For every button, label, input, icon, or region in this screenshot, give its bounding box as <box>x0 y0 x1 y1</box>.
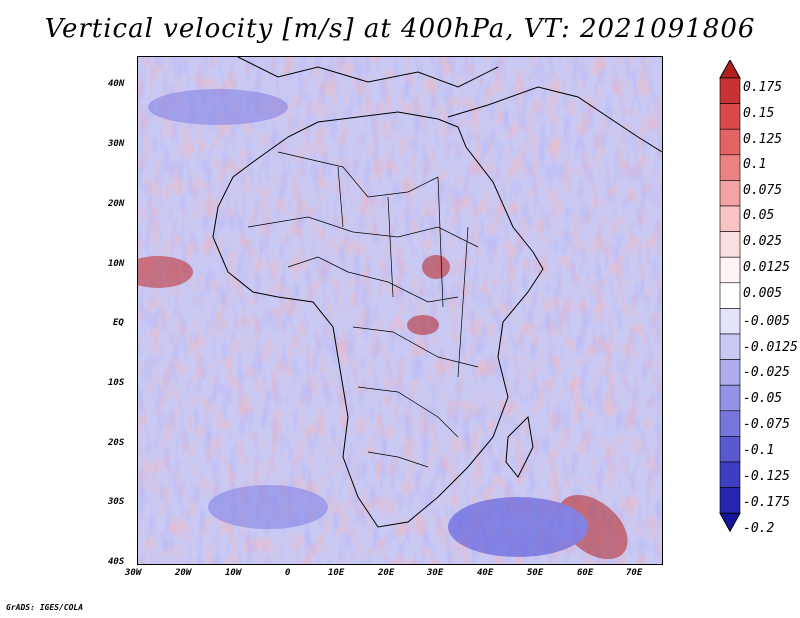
lon-tick-label: 0 <box>285 568 291 578</box>
colorbar-label: -0.175 <box>743 495 790 510</box>
lon-tick-label: 20E <box>378 568 395 578</box>
lat-tick-label: 40S <box>108 557 125 567</box>
colorbar-swatch <box>719 77 741 104</box>
colorbar-swatch <box>719 333 741 360</box>
lon-tick-label: 40E <box>477 568 494 578</box>
colorbar-swatch <box>719 308 741 335</box>
colorbar-cap-top <box>719 60 741 79</box>
lat-tick-label: 40N <box>108 79 125 89</box>
colorbar-label: 0.05 <box>743 208 775 223</box>
colorbar-label: 0.1 <box>743 157 767 172</box>
lat-tick-label: 10S <box>108 378 125 388</box>
grads-credit: GrADS: IGES/COLA <box>6 603 84 612</box>
lon-tick-label: 70E <box>626 568 643 578</box>
map-panel <box>137 56 663 565</box>
colorbar-swatch <box>719 384 741 412</box>
lon-tick-label: 20W <box>175 568 192 578</box>
colorbar-swatch <box>719 180 741 207</box>
colorbar-swatch <box>719 410 741 437</box>
colorbar-label: 0.175 <box>743 80 783 95</box>
colorbar-swatch <box>719 154 741 181</box>
colorbar-label: -0.025 <box>743 365 790 380</box>
lon-tick-label: 10W <box>225 568 242 578</box>
colorbar-swatch <box>719 282 741 309</box>
lon-tick-label: 50E <box>527 568 544 578</box>
colorbar-label: -0.1 <box>743 443 775 458</box>
colorbar-label: 0.005 <box>743 286 783 301</box>
lat-tick-label: 20S <box>108 438 125 448</box>
lon-tick-label: 10E <box>328 568 345 578</box>
colorbar-label: 0.15 <box>743 106 775 121</box>
colorbar-label: 0.125 <box>743 132 783 147</box>
colorbar-label: 0.0125 <box>743 260 790 275</box>
colorbar-swatch <box>719 205 741 232</box>
lon-tick-label: 30E <box>427 568 444 578</box>
velocity-field-map <box>138 57 662 564</box>
colorbar-label: 0.025 <box>743 234 783 249</box>
colorbar-label: -0.0125 <box>743 340 798 355</box>
colorbar-swatch <box>719 487 741 514</box>
colorbar-label: 0.075 <box>743 183 783 198</box>
colorbar-label: -0.005 <box>743 314 790 329</box>
lon-tick-label: 60E <box>577 568 594 578</box>
colorbar-label: -0.125 <box>743 469 790 484</box>
colorbar-swatch <box>719 128 741 156</box>
colorbar-swatch <box>719 461 741 488</box>
lat-tick-label: EQ <box>113 318 124 328</box>
colorbar-swatch <box>719 256 741 284</box>
lat-tick-label: 10N <box>108 259 125 269</box>
lon-tick-label: 30W <box>125 568 142 578</box>
chart-title: Vertical velocity [m/s] at 400hPa, VT: 2… <box>44 14 756 44</box>
colorbar-swatch <box>719 103 741 130</box>
colorbar-cap-bottom <box>719 512 741 533</box>
lat-tick-label: 30N <box>108 139 125 149</box>
colorbar-label: -0.075 <box>743 417 790 432</box>
colorbar-label: -0.2 <box>743 521 775 536</box>
lat-tick-label: 30S <box>108 497 125 507</box>
colorbar-label: -0.05 <box>743 391 783 406</box>
colorbar-swatch <box>719 231 741 258</box>
colorbar-swatch <box>719 359 741 386</box>
colorbar <box>719 60 741 533</box>
lat-tick-label: 20N <box>108 199 125 209</box>
colorbar-swatch <box>719 436 741 463</box>
